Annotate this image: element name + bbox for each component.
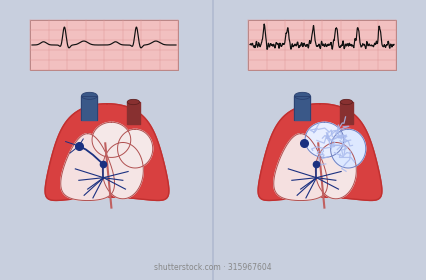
Ellipse shape — [294, 92, 310, 99]
Polygon shape — [45, 104, 169, 200]
Polygon shape — [92, 122, 131, 157]
Polygon shape — [331, 129, 366, 168]
Ellipse shape — [81, 92, 97, 99]
Polygon shape — [315, 143, 356, 199]
Polygon shape — [61, 134, 115, 200]
Polygon shape — [258, 104, 382, 200]
Polygon shape — [274, 134, 328, 200]
Ellipse shape — [127, 99, 140, 105]
Polygon shape — [102, 143, 143, 199]
Ellipse shape — [340, 99, 353, 105]
FancyBboxPatch shape — [248, 20, 396, 70]
Polygon shape — [305, 122, 344, 157]
Polygon shape — [118, 129, 153, 168]
FancyBboxPatch shape — [30, 20, 178, 70]
Text: shutterstock.com · 315967604: shutterstock.com · 315967604 — [154, 263, 272, 272]
